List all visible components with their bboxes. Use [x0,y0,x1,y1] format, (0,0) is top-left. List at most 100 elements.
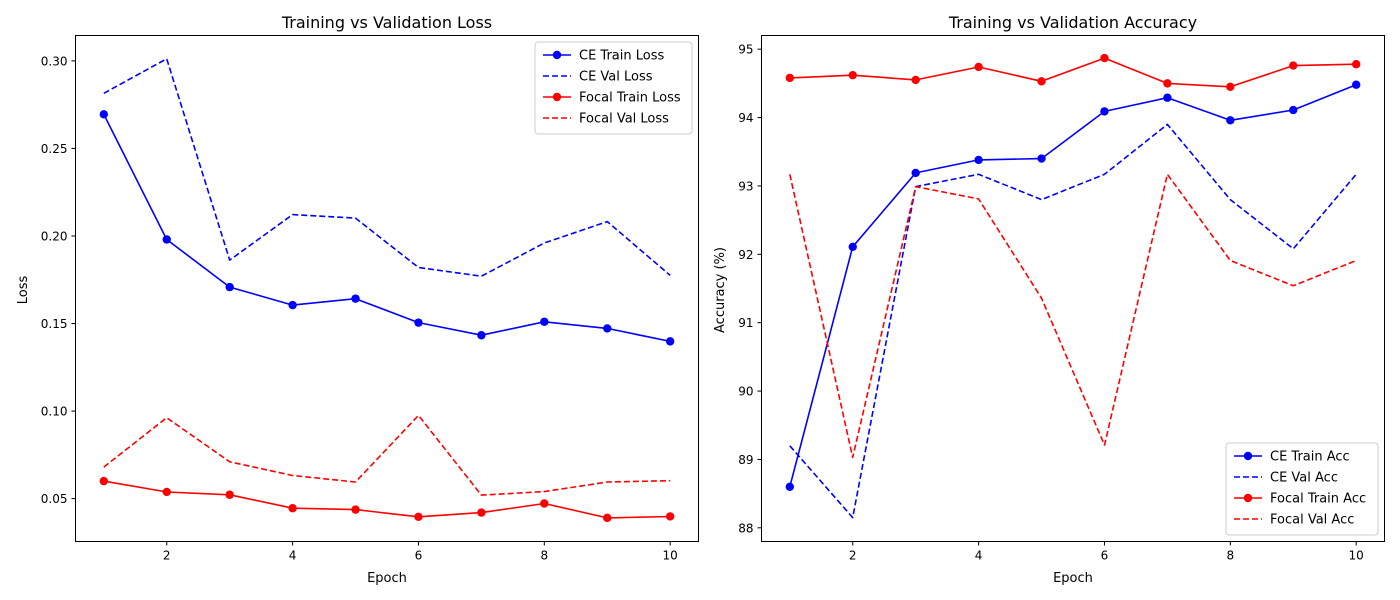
ce-train-loss-point [225,282,234,292]
ce-train-acc-point [1351,80,1361,89]
ce-train-acc-legend-label: CE Train Acc [1270,450,1350,465]
ce-val-loss-line [103,57,671,278]
ce-train-acc-point [1100,107,1109,116]
ce-train-loss-point [414,318,423,327]
ce-train-acc-point [974,155,983,165]
ce-val-acc-legend-label: CE Val Acc [1270,471,1338,486]
accuracy-chart: Training vs Validation Accuracy Epoch Ac… [713,13,1385,586]
ce-train-acc-point [848,242,857,251]
focal-train-loss-legend-marker [552,92,562,102]
focal-train-acc-legend-marker [1243,493,1253,503]
loss-chart-series [99,57,675,523]
focal-train-loss-point [351,505,360,514]
ce-train-loss-point [99,110,109,119]
focal-val-acc-line [789,173,1357,459]
x-tick-label: 4 [289,549,297,563]
ce-train-loss-point [540,317,549,326]
focal-val-loss-legend-label: Focal Val Loss [579,112,669,127]
ce-train-acc-point [1226,116,1235,125]
ce-train-loss-legend-label: CE Train Loss [579,49,664,64]
focal-train-loss-point [162,487,171,497]
y-tick-label: 89 [738,453,753,467]
focal-train-acc-point [785,73,795,83]
y-tick-label: 0.20 [41,229,68,243]
accuracy-chart-axes-frame [761,35,1385,542]
ce-train-loss-point [351,294,360,303]
y-tick-label: 0.30 [41,54,68,68]
y-tick-label: 93 [738,179,753,193]
x-tick-label: 8 [1227,549,1235,563]
y-tick-label: 0.25 [41,142,68,156]
focal-train-acc-point [1351,60,1361,69]
ce-train-acc-point [911,168,920,178]
x-tick-label: 10 [1349,549,1364,563]
x-tick-label: 10 [663,549,678,563]
ce-val-loss-legend-label: CE Val Loss [579,70,653,85]
x-tick-label: 6 [1101,549,1109,563]
accuracy-chart-series [785,53,1361,519]
x-tick-label: 2 [849,549,857,563]
x-tick-label: 4 [975,549,983,563]
loss-chart-title: Training vs Validation Loss [281,13,492,32]
focal-train-acc-point [1163,79,1172,88]
accuracy-chart-xlabel: Epoch [1053,571,1093,586]
focal-train-loss-point [477,508,486,517]
ce-train-acc-point [1037,154,1046,163]
loss-chart-axes-frame [75,35,699,542]
loss-chart-legend: CE Train Loss CE Val Loss Focal Train Loss… [534,41,693,135]
ce-train-acc-point [1289,105,1298,115]
focal-train-acc-point [848,70,857,80]
ce-train-loss-point [603,324,612,333]
loss-chart-ticks: 2 4 6 8 10 0.05 0.10 0.15 0.20 0.25 0.30 [41,54,678,562]
focal-val-acc-legend-label: Focal Val Acc [1270,513,1354,528]
ce-train-loss-point [477,331,486,340]
ce-train-loss-point [665,337,675,346]
y-tick-label: 92 [738,248,753,262]
x-tick-label: 8 [541,549,549,563]
accuracy-chart-legend-box [1225,442,1379,536]
focal-val-loss-line [103,414,671,496]
ce-train-loss-point [288,300,297,310]
ce-train-loss-legend-marker [552,50,562,60]
focal-train-acc-point [1037,77,1046,86]
focal-train-loss-point [288,504,297,513]
y-tick-label: 90 [738,385,753,399]
y-tick-label: 95 [738,43,753,57]
ce-train-loss-point [162,235,171,244]
y-tick-label: 0.10 [41,405,68,419]
focal-train-acc-point [1100,53,1109,63]
focal-train-acc-point [911,75,920,85]
y-tick-label: 0.15 [41,317,68,331]
focal-train-loss-point [99,476,109,486]
y-tick-label: 91 [738,316,753,330]
ce-train-acc-point [785,482,795,491]
loss-chart-xlabel: Epoch [367,571,407,586]
accuracy-chart-title: Training vs Validation Accuracy [948,13,1197,32]
loss-chart-ylabel: Loss [16,276,31,305]
focal-train-acc-point [1289,61,1298,70]
ce-val-acc-line [789,123,1357,519]
focal-train-acc-legend-label: Focal Train Acc [1270,492,1366,507]
y-tick-label: 88 [738,521,753,535]
accuracy-chart-ylabel: Accuracy (%) [713,247,728,333]
y-tick-label: 94 [738,111,753,125]
ce-train-acc-point [1163,93,1172,102]
x-tick-label: 6 [415,549,423,563]
accuracy-chart-legend: CE Train Acc CE Val Acc Focal Train Acc Foc… [1225,442,1379,536]
focal-train-acc-line [789,57,1357,88]
focal-train-loss-point [225,490,234,499]
ce-train-loss-line [103,113,671,343]
ce-train-acc-legend-marker [1243,451,1253,461]
focal-train-loss-legend-label: Focal Train Loss [579,91,681,106]
accuracy-chart-ticks: 2 4 6 8 10 88 89 90 91 92 93 94 95 [738,43,1364,563]
focal-train-loss-line [103,480,671,519]
focal-train-loss-point [414,512,423,522]
loss-chart: Training vs Validation Loss Epoch Loss 2… [16,13,699,586]
focal-train-loss-point [540,499,549,508]
focal-train-acc-point [1226,82,1235,91]
ce-train-acc-line [789,83,1357,488]
focal-train-loss-point [665,512,675,521]
loss-chart-legend-box [534,41,693,135]
